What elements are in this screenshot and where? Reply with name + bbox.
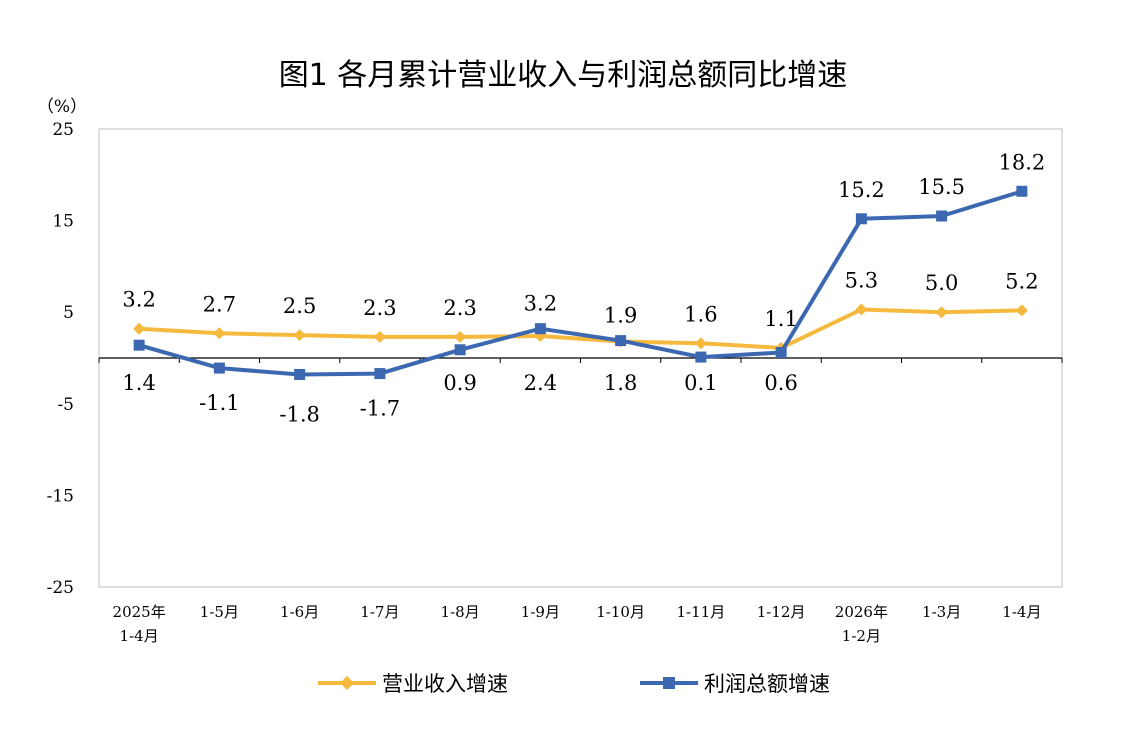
data-label-profit: 0.1	[684, 371, 717, 395]
data-label-profit: 0.6	[764, 371, 797, 395]
data-point-revenue	[293, 329, 306, 342]
data-point-profit	[294, 368, 306, 380]
data-label-profit: 0.9	[443, 371, 476, 395]
x-tick-label: 1-9月	[521, 603, 560, 621]
data-label-profit: 1.8	[604, 371, 637, 395]
data-point-profit	[936, 210, 948, 222]
data-point-revenue	[373, 330, 386, 343]
data-label-profit: 15.2	[838, 178, 885, 202]
data-point-profit	[695, 351, 707, 363]
legend-swatch-profit	[640, 677, 698, 689]
legend-item-profit: 利润总额增速	[640, 668, 830, 698]
x-tick-label: 1-6月	[280, 603, 319, 621]
x-tick-label: 1-10月	[596, 603, 645, 621]
y-tick-label: 5	[63, 303, 74, 323]
y-tick-label: -25	[47, 578, 74, 598]
y-axis-unit: （%）	[37, 97, 87, 117]
x-tick-label: 1-2月	[842, 627, 881, 645]
data-label-revenue: 5.3	[845, 268, 878, 292]
data-label-profit: 2.4	[524, 371, 557, 395]
data-label-revenue: 3.2	[122, 288, 155, 312]
x-tick-label: 1-7月	[360, 603, 399, 621]
x-tick-label: 1-3月	[922, 603, 961, 621]
data-point-revenue	[855, 303, 868, 316]
data-label-revenue: 2.3	[443, 296, 476, 320]
x-tick-label: 1-4月	[1002, 603, 1041, 621]
data-point-revenue	[694, 337, 707, 350]
data-point-profit	[534, 323, 546, 335]
legend-swatch-revenue	[318, 676, 376, 690]
series-line-1	[138, 189, 1023, 377]
x-tick-label: 1-4月	[120, 627, 159, 645]
series-line-0	[138, 307, 1022, 350]
data-label-revenue: 2.7	[203, 292, 236, 316]
data-label-profit: -1.7	[360, 397, 401, 421]
x-tick-label: 1-5月	[200, 603, 239, 621]
x-tick-label: 2025年	[113, 603, 166, 621]
x-tick-label: 1-11月	[677, 603, 726, 621]
legend-item-revenue: 营业收入增速	[318, 668, 508, 698]
x-tick-label: 1-8月	[441, 603, 480, 621]
data-point-profit	[454, 344, 466, 356]
data-point-revenue	[454, 330, 467, 343]
data-label-profit: 15.5	[918, 175, 965, 199]
x-tick-label: 2026年	[835, 603, 888, 621]
chart-legend: 营业收入增速 利润总额增速	[0, 668, 1126, 698]
data-label-revenue: 1.6	[684, 302, 717, 326]
data-point-revenue	[1015, 304, 1028, 317]
data-point-revenue	[133, 322, 146, 335]
data-label-revenue: 2.5	[283, 294, 316, 318]
data-point-profit	[133, 339, 145, 351]
data-point-profit	[213, 362, 225, 374]
x-tick-label: 1-12月	[757, 603, 806, 621]
y-tick-label: -15	[47, 486, 74, 506]
y-tick-label: -5	[57, 395, 74, 415]
y-tick-label: 15	[52, 212, 74, 232]
legend-label-profit: 利润总额增速	[704, 672, 830, 696]
data-label-extra: 1.9	[604, 304, 637, 328]
data-label-revenue: 5.0	[925, 271, 958, 295]
data-point-profit	[374, 368, 386, 380]
data-label-revenue: 2.3	[363, 296, 396, 320]
data-label-profit: 18.2	[998, 150, 1045, 174]
data-label-profit: -1.1	[199, 391, 240, 415]
data-point-profit	[1016, 185, 1028, 197]
data-label-revenue: 5.2	[1005, 269, 1038, 293]
data-label-profit: 1.4	[122, 371, 155, 395]
data-point-revenue	[213, 327, 226, 340]
data-point-profit	[615, 335, 627, 347]
data-label-extra: 3.2	[524, 292, 557, 316]
data-label-profit: -1.8	[279, 402, 320, 426]
data-point-profit	[855, 213, 867, 225]
y-tick-label: 25	[52, 120, 74, 140]
data-point-revenue	[935, 306, 948, 319]
data-label-revenue: 1.1	[764, 307, 797, 331]
data-point-profit	[775, 347, 787, 359]
legend-label-revenue: 营业收入增速	[382, 672, 508, 696]
chart-title: 图1 各月累计营业收入与利润总额同比增速	[278, 58, 848, 93]
